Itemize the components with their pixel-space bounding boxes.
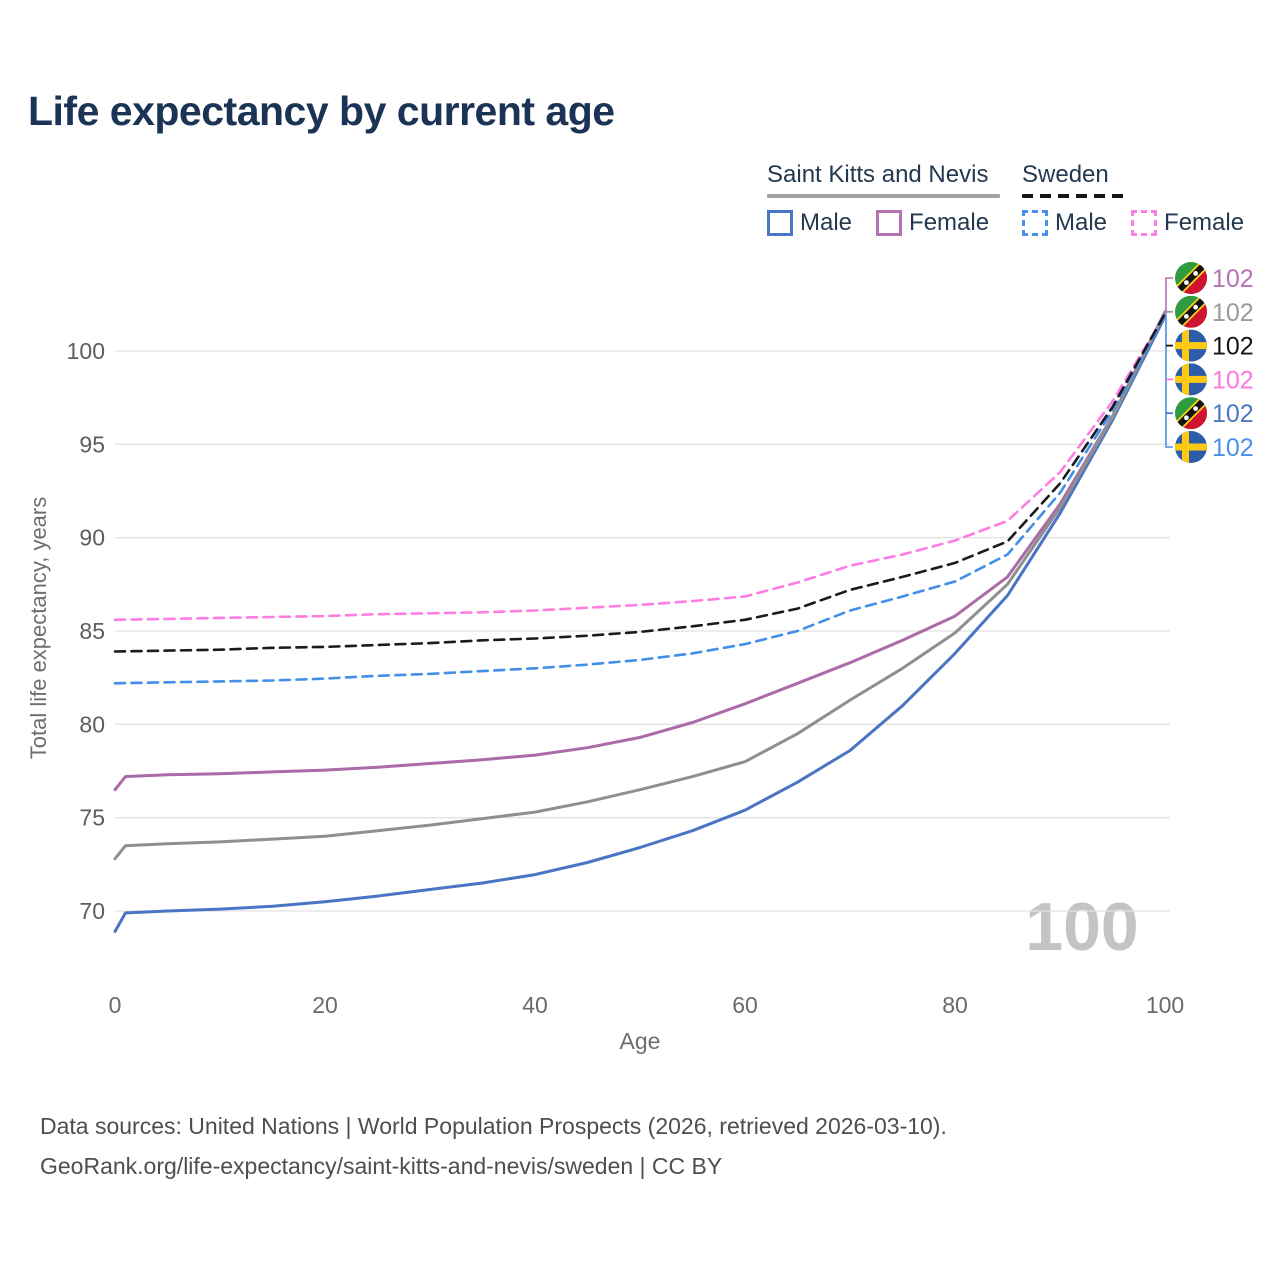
legend-solid-rule [767, 194, 1000, 198]
x-tick-label-100: 100 [1146, 992, 1184, 1018]
legend-item-sweden-female[interactable]: Female [1131, 209, 1244, 237]
flag-icon-kn-1 [1175, 295, 1207, 328]
dashed-swatch-icon [1022, 210, 1048, 236]
end-value-label-5: 102 [1212, 434, 1254, 462]
y-tick-label-70: 70 [79, 898, 105, 924]
series-line-sweden-male [113, 314, 1167, 685]
end-value-label-4: 102 [1212, 400, 1254, 428]
series-line-saint-kitts-and-nevis-female [113, 310, 1167, 792]
series-line-sweden-female [113, 313, 1167, 622]
x-tick-label-0: 0 [109, 992, 122, 1018]
legend-item-sweden-male[interactable]: Male [1022, 209, 1107, 237]
series-line-saint-kitts-and-nevis-both-sexes [113, 311, 1167, 861]
solid-swatch-icon [767, 210, 793, 236]
footer-sources-line: Data sources: United Nations | World Pop… [40, 1113, 947, 1139]
end-value-label-3: 102 [1212, 366, 1254, 394]
series-line-saint-kitts-and-nevis-male [113, 315, 1167, 933]
legend-country-label: Sweden [1022, 161, 1109, 188]
legend-dashed-rule [1022, 194, 1128, 198]
legend-group-saint-kitts-and-nevis: Saint Kitts and Nevis Male Female [767, 161, 1000, 237]
end-value-label-2: 102 [1212, 333, 1254, 361]
y-tick-label-75: 75 [79, 805, 105, 831]
legend-items-row: Male Female [767, 209, 1000, 237]
y-tick-label-100: 100 [67, 338, 105, 364]
watermark-100: 100 [1025, 889, 1138, 965]
y-tick-label-90: 90 [79, 525, 105, 551]
solid-swatch-icon [876, 210, 903, 236]
legend-item-label: Male [800, 209, 853, 236]
y-axis-title: Total life expectancy, years [26, 497, 51, 760]
label-connector-0 [1165, 277, 1173, 314]
flag-icon-kn-0 [1175, 262, 1207, 294]
end-value-label-1: 102 [1212, 299, 1254, 327]
flag-icon-se-5 [1175, 431, 1207, 463]
x-tick-label-80: 80 [942, 992, 968, 1018]
dashed-swatch-icon [1131, 210, 1158, 236]
footer-attribution-line: GeoRank.org/life-expectancy/saint-kitts-… [40, 1153, 723, 1179]
legend-items-row: Male Female [1022, 209, 1244, 237]
legend-item-skn-male[interactable]: Male [767, 209, 852, 237]
x-tick-label-60: 60 [732, 992, 758, 1018]
x-axis-title: Age [620, 1028, 661, 1054]
series-line-sweden-both-sexes [113, 312, 1167, 653]
x-tick-label-20: 20 [312, 992, 338, 1018]
end-value-label-0: 102 [1212, 265, 1254, 293]
legend-item-label: Female [1164, 209, 1245, 236]
flag-icon-kn-4 [1175, 397, 1207, 430]
label-connector-5 [1165, 313, 1173, 448]
legend-country-label: Saint Kitts and Nevis [767, 161, 989, 188]
legend-item-skn-female[interactable]: Female [876, 209, 989, 237]
x-tick-label-40: 40 [522, 992, 548, 1018]
y-tick-label-80: 80 [79, 711, 105, 737]
y-tick-label-85: 85 [79, 618, 105, 644]
flag-icon-se-2 [1175, 329, 1207, 362]
y-tick-label-95: 95 [79, 431, 105, 457]
data-sources-footer: Data sources: United Nations | World Pop… [40, 1106, 947, 1186]
legend-item-label: Female [909, 209, 990, 236]
flag-icon-se-3 [1175, 363, 1207, 396]
page-title: Life expectancy by current age [28, 88, 615, 134]
legend-group-sweden: Sweden Male Female [1022, 161, 1244, 237]
legend-item-label: Male [1055, 209, 1108, 236]
